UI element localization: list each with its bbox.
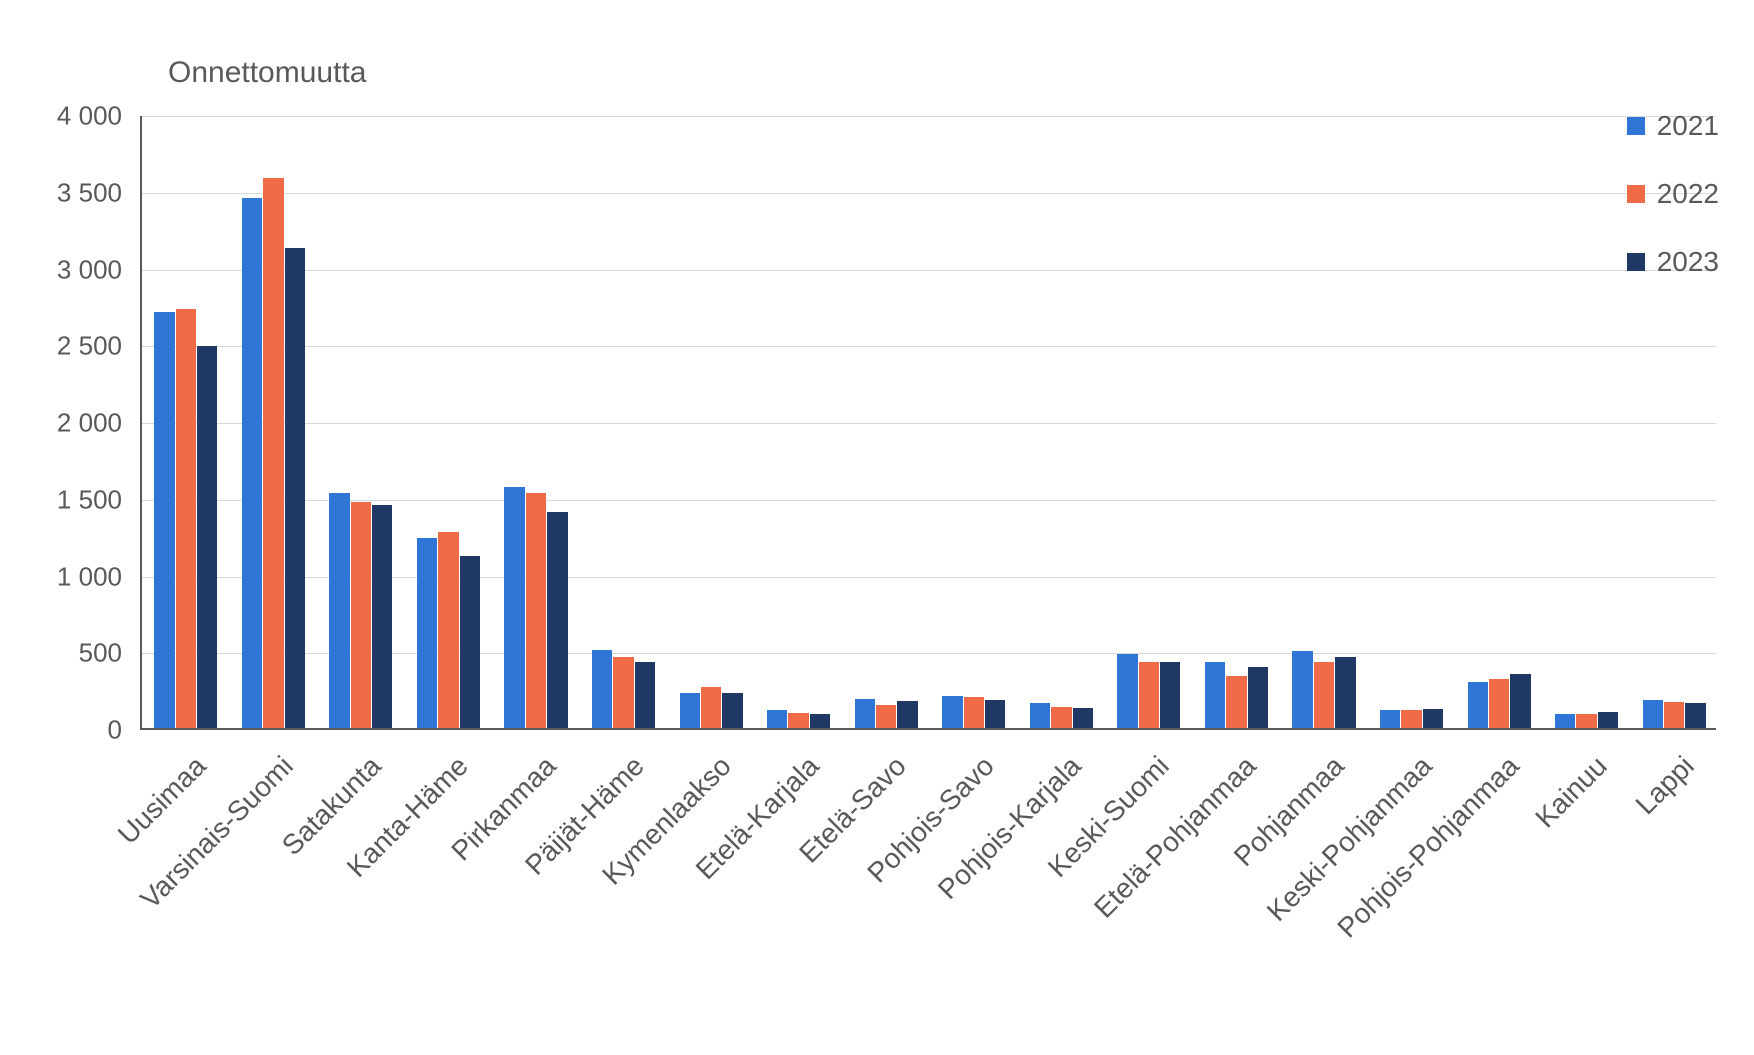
chart-subtitle: Onnettomuutta [168,56,366,90]
bar [263,178,283,728]
bar [767,710,787,728]
bar [985,700,1005,728]
bar [788,713,808,728]
bar [1664,702,1684,728]
bar [460,556,480,728]
plot-area [140,116,1716,730]
bar [329,493,349,728]
bar [942,696,962,728]
bar [1489,679,1509,728]
bar [1292,651,1312,728]
bar [1160,662,1180,728]
bar [1139,662,1159,728]
bar [1643,700,1663,728]
bar [680,693,700,728]
bar [1314,662,1334,728]
bar [438,532,458,728]
y-tick-label: 3 500 [0,177,122,208]
bar [855,699,875,728]
bar [613,657,633,728]
legend-swatch [1627,253,1645,271]
bar [1205,662,1225,728]
accidents-bar-chart: Onnettomuutta 0 500 1 000 1 500 2 000 2 500 3 … [0,0,1754,1039]
y-tick-label: 0 [0,715,122,746]
legend-item: 2023 [1627,246,1719,278]
bar [1555,714,1575,728]
legend-swatch [1627,185,1645,203]
bar [701,687,721,728]
bar [1510,674,1530,728]
bar [810,714,830,728]
bars-layer [142,116,1716,728]
bar [1051,707,1071,728]
bar [1598,712,1618,728]
bar [592,650,612,728]
bar [897,701,917,728]
y-tick-label: 1 000 [0,561,122,592]
bar [1380,710,1400,728]
bar [1030,703,1050,728]
bar [635,662,655,728]
y-tick-label: 500 [0,638,122,669]
legend: 2021 2022 2023 [1627,110,1719,314]
bar [504,487,524,728]
bar [176,309,196,728]
y-tick-label: 1 500 [0,484,122,515]
legend-item: 2021 [1627,110,1719,142]
bar [1576,714,1596,728]
bar [547,512,567,728]
bar [197,346,217,728]
y-tick-label: 3 000 [0,254,122,285]
bar [1335,657,1355,728]
bar [1117,654,1137,728]
legend-label: 2021 [1657,110,1719,142]
legend-swatch [1627,117,1645,135]
legend-label: 2022 [1657,178,1719,210]
bar [722,693,742,728]
bar [1685,703,1705,728]
bar [1401,710,1421,728]
bar [1468,682,1488,728]
legend-label: 2023 [1657,246,1719,278]
bar [242,198,262,728]
bar [876,705,896,728]
bar [1423,709,1443,728]
bar [285,248,305,728]
bar [417,538,437,728]
bar [372,505,392,728]
y-tick-label: 4 000 [0,101,122,132]
bar [964,697,984,728]
bar [1248,667,1268,728]
bar [154,312,174,728]
y-tick-label: 2 000 [0,408,122,439]
bar [1226,676,1246,728]
legend-item: 2022 [1627,178,1719,210]
bar [526,493,546,728]
bar [351,502,371,728]
y-tick-label: 2 500 [0,331,122,362]
bar [1073,708,1093,728]
